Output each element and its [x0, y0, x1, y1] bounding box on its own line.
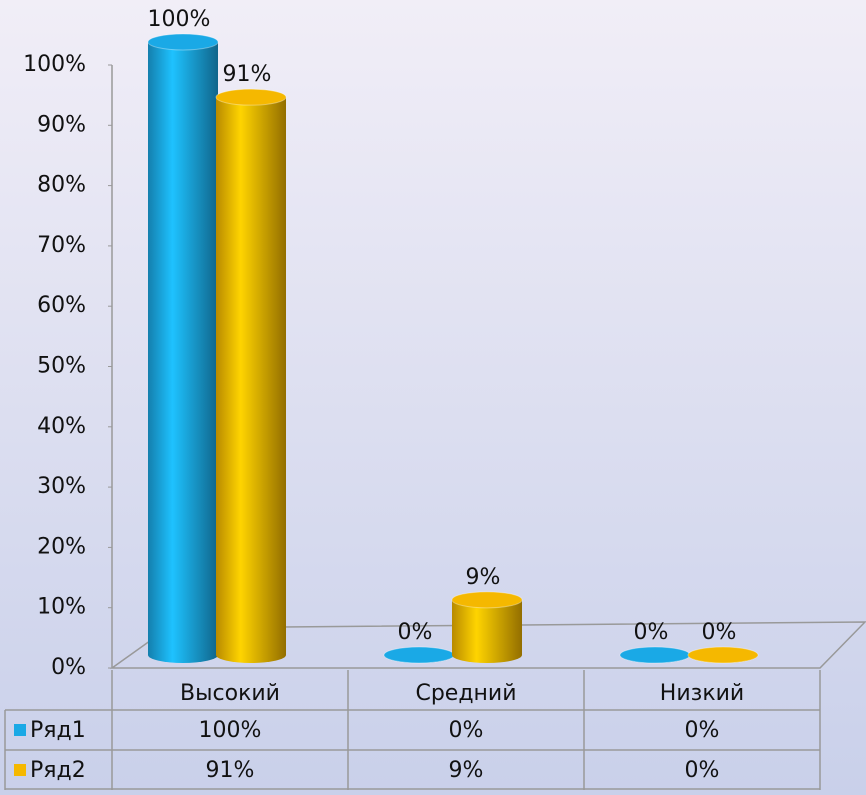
table-header: Низкий — [660, 681, 744, 706]
y-tick-label: 40% — [37, 414, 86, 439]
y-tick-label: 10% — [37, 595, 86, 620]
bar-top — [687, 646, 759, 664]
legend-swatch — [14, 764, 26, 776]
bar — [216, 97, 286, 664]
legend-label: Ряд2 — [30, 758, 86, 783]
y-tick-label: 70% — [37, 233, 86, 258]
bar — [452, 599, 522, 663]
bar-top — [147, 33, 219, 51]
data-label: 0% — [398, 620, 433, 645]
y-tick-label: 80% — [37, 173, 86, 198]
bar-top — [451, 591, 523, 609]
data-label: 0% — [634, 620, 669, 645]
y-tick-label: 0% — [51, 655, 86, 680]
legend-label: Ряд1 — [30, 718, 86, 743]
bar-top — [619, 646, 691, 664]
y-tick-label: 30% — [37, 474, 86, 499]
table-cell: 0% — [449, 718, 484, 743]
y-tick-label: 20% — [37, 534, 86, 559]
table-cell: 100% — [199, 718, 262, 743]
y-tick-label: 50% — [37, 354, 86, 379]
bar-top — [383, 646, 455, 664]
y-tick-label: 100% — [23, 52, 86, 77]
table-header: Средний — [415, 681, 516, 706]
data-label: 0% — [702, 620, 737, 645]
y-tick-label: 60% — [37, 293, 86, 318]
data-label: 91% — [223, 62, 272, 87]
legend-swatch — [14, 724, 26, 736]
table-cell: 0% — [685, 718, 720, 743]
data-label: 100% — [148, 7, 211, 32]
bar — [148, 42, 218, 663]
table-cell: 0% — [685, 758, 720, 783]
bar-top — [215, 88, 287, 106]
table-header: Высокий — [180, 681, 280, 706]
y-tick-label: 90% — [37, 112, 86, 137]
table-cell: 91% — [206, 758, 255, 783]
data-label: 9% — [466, 565, 501, 590]
table-cell: 9% — [449, 758, 484, 783]
